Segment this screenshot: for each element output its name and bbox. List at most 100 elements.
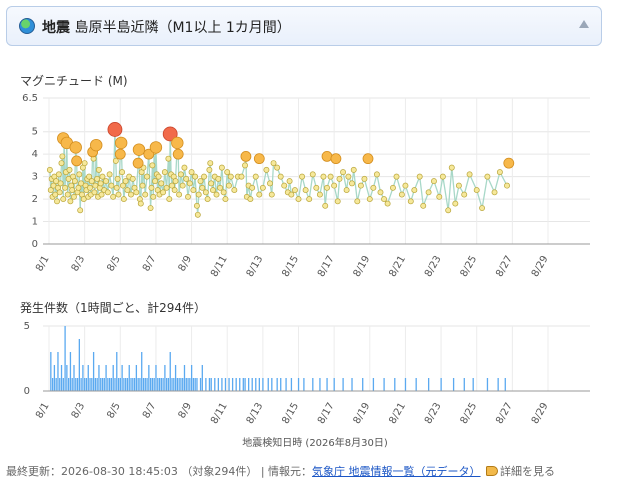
count-bar <box>75 378 77 391</box>
magnitude-point <box>113 184 120 191</box>
count-bar <box>285 378 287 391</box>
count-bar <box>497 378 499 391</box>
magnitude-point <box>361 175 368 182</box>
count-bar <box>110 378 113 391</box>
magnitude-point <box>202 189 209 196</box>
magnitude-large-point <box>240 150 252 162</box>
magnitude-point <box>110 193 117 200</box>
count-x-tick-label: 8/1 <box>34 401 52 420</box>
count-bar <box>394 378 396 391</box>
count-x-tick-label: 8/29 <box>530 401 551 426</box>
magnitude-large-point <box>114 136 128 150</box>
count-bar <box>125 378 127 391</box>
magnitude-point <box>366 196 373 203</box>
count-bar <box>153 378 155 391</box>
magnitude-point <box>420 202 427 209</box>
panel-header[interactable]: 地震 島原半島近隣（M1以上 1カ月間） <box>6 6 602 46</box>
magnitude-point <box>98 191 105 198</box>
count-x-tick-label: 8/13 <box>245 401 266 426</box>
count-bar <box>133 378 136 391</box>
count-x-axis-title: 地震検知日時 (2026年8月30日) <box>242 436 388 449</box>
magnitude-point <box>370 184 377 191</box>
magnitude-point <box>88 178 95 185</box>
magnitude-point <box>242 162 248 169</box>
count-bar <box>194 378 196 391</box>
magnitude-point <box>62 184 68 191</box>
count-chart-label: 発生件数（1時間ごと、計294件） <box>20 301 207 315</box>
magnitude-point <box>210 187 216 194</box>
magnitude-point <box>425 189 432 196</box>
magnitude-point <box>277 173 284 180</box>
count-x-tick-label: 8/9 <box>177 401 195 420</box>
magnitude-point <box>331 182 338 189</box>
magnitude-point <box>106 171 113 178</box>
magnitude-point <box>114 175 121 182</box>
magnitude-point <box>186 180 193 187</box>
count-bar <box>192 378 195 391</box>
count-bar <box>78 339 80 391</box>
magnitude-point <box>204 196 211 203</box>
magnitude-point <box>139 182 146 189</box>
count-bar <box>130 378 132 391</box>
magnitude-x-tick-label: 8/9 <box>177 254 195 273</box>
count-bar <box>64 326 66 391</box>
count-bar <box>114 378 116 391</box>
magnitude-point <box>177 171 184 178</box>
magnitude-point <box>416 173 423 180</box>
magnitude-point <box>165 155 172 162</box>
title-bold: 地震 <box>42 20 70 36</box>
magnitude-point <box>183 175 190 182</box>
count-bar <box>164 365 166 391</box>
magnitude-x-tick-label: 8/27 <box>494 254 515 279</box>
magnitude-point <box>377 189 384 196</box>
count-bar <box>190 365 193 391</box>
magnitude-point <box>129 175 136 182</box>
magnitude-point <box>473 187 480 194</box>
magnitude-large-point <box>132 157 144 169</box>
magnitude-point <box>327 173 334 180</box>
count-bar <box>440 378 442 391</box>
count-bar <box>319 378 321 391</box>
magnitude-point <box>288 191 295 198</box>
magnitude-x-tick-label: 8/7 <box>141 254 159 273</box>
magnitude-point <box>124 187 131 194</box>
magnitude-point <box>81 160 88 167</box>
magnitude-x-tick-label: 8/5 <box>105 254 123 273</box>
magnitude-large-point <box>90 138 103 152</box>
count-x-tick-label: 8/27 <box>494 401 515 426</box>
magnitude-point <box>491 189 498 196</box>
count-bar <box>146 378 148 391</box>
magnitude-point <box>60 196 67 203</box>
magnitude-point <box>188 169 195 176</box>
magnitude-y-tick-label: 5 <box>32 127 38 138</box>
magnitude-point <box>306 196 313 203</box>
magnitude-point <box>227 173 234 180</box>
count-bar <box>117 378 120 391</box>
magnitude-point <box>64 191 71 198</box>
magnitude-point <box>407 198 414 205</box>
magnitude-point <box>148 184 155 191</box>
magnitude-point <box>384 200 391 207</box>
count-bar <box>486 378 489 391</box>
detail-link[interactable]: 詳細を見る <box>500 465 556 478</box>
count-bar <box>162 378 164 391</box>
source-link[interactable]: 気象庁 地震情報一覧（元データ） <box>312 465 481 478</box>
magnitude-point <box>256 191 263 198</box>
collapse-icon[interactable] <box>579 20 589 28</box>
magnitude-point <box>171 187 178 194</box>
magnitude-point <box>430 178 437 185</box>
count-bar <box>248 378 250 391</box>
count-bar <box>342 378 344 391</box>
footer: 最終更新：2026-08-30 18:45:03 （対象294件） | 情報元：… <box>6 463 555 479</box>
magnitude-point <box>149 162 156 169</box>
count-bar <box>160 378 162 391</box>
magnitude-point <box>46 166 53 173</box>
count-bar <box>68 378 70 391</box>
magnitude-point <box>163 184 170 191</box>
count-bar <box>427 378 430 391</box>
count-bar <box>60 365 63 391</box>
pointer-hand-icon <box>486 466 499 476</box>
magnitude-point <box>302 187 309 194</box>
magnitude-point <box>357 182 364 189</box>
magnitude-point <box>190 187 197 194</box>
